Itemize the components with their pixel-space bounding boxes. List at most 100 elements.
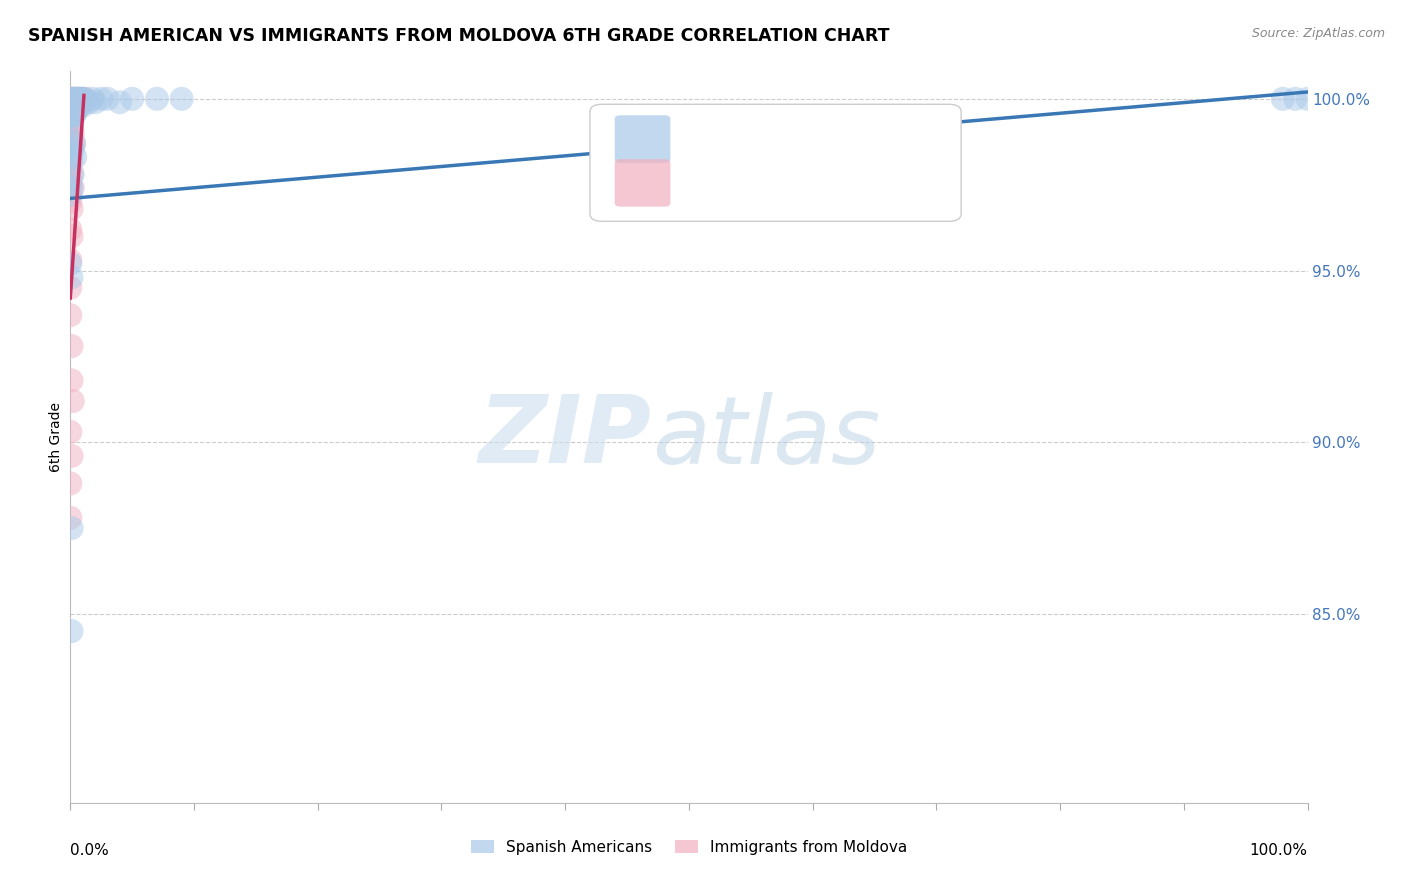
Point	[63, 92, 86, 106]
Point	[65, 92, 87, 106]
Point	[67, 98, 90, 112]
Point	[62, 144, 84, 158]
FancyBboxPatch shape	[591, 104, 962, 221]
Point	[65, 98, 87, 112]
Point	[62, 394, 84, 409]
Text: 100.0%: 100.0%	[1250, 843, 1308, 858]
Point	[146, 92, 169, 106]
Point	[60, 270, 83, 285]
Text: 0.0%: 0.0%	[70, 843, 110, 858]
Point	[59, 129, 82, 144]
Point	[59, 98, 82, 112]
Point	[60, 92, 83, 106]
FancyBboxPatch shape	[614, 159, 671, 207]
Point	[59, 178, 82, 192]
Point	[65, 98, 87, 112]
Point	[60, 109, 83, 123]
Point	[1271, 92, 1294, 106]
Point	[65, 105, 87, 120]
Point	[70, 92, 93, 106]
Point	[63, 92, 86, 106]
Point	[59, 94, 82, 108]
Point	[66, 94, 89, 108]
Point	[60, 202, 83, 216]
Point	[59, 308, 82, 322]
Point	[60, 449, 83, 463]
Point	[84, 95, 107, 110]
Point	[65, 92, 87, 106]
Point	[62, 181, 84, 195]
Text: atlas: atlas	[652, 392, 880, 483]
Point	[60, 624, 83, 639]
Point	[59, 253, 82, 268]
Point	[60, 94, 83, 108]
Point	[67, 92, 90, 106]
Text: SPANISH AMERICAN VS IMMIGRANTS FROM MOLDOVA 6TH GRADE CORRELATION CHART: SPANISH AMERICAN VS IMMIGRANTS FROM MOLD…	[28, 27, 890, 45]
Point	[72, 92, 94, 106]
Point	[63, 136, 86, 151]
Point	[69, 95, 91, 110]
Point	[60, 339, 83, 353]
Point	[59, 116, 82, 130]
Point	[62, 102, 84, 116]
Point	[65, 92, 87, 106]
Point	[59, 116, 82, 130]
Point	[62, 92, 84, 106]
Point	[60, 181, 83, 195]
Point	[62, 97, 84, 112]
Point	[72, 98, 94, 112]
Point	[59, 109, 82, 123]
Point	[59, 146, 82, 161]
Point	[72, 92, 94, 106]
Point	[59, 194, 82, 209]
Point	[59, 161, 82, 175]
Point	[69, 92, 91, 106]
Legend: Spanish Americans, Immigrants from Moldova: Spanish Americans, Immigrants from Moldo…	[464, 834, 914, 861]
Point	[108, 95, 131, 110]
Point	[65, 92, 87, 106]
Point	[59, 510, 82, 524]
Point	[60, 92, 83, 106]
Point	[59, 476, 82, 491]
Point	[59, 257, 82, 271]
Point	[63, 98, 86, 112]
Point	[1284, 92, 1306, 106]
Point	[59, 92, 82, 106]
Point	[82, 92, 104, 106]
Point	[59, 281, 82, 295]
Point	[121, 92, 143, 106]
Point	[59, 174, 82, 188]
Point	[59, 425, 82, 439]
Point	[59, 188, 82, 202]
Point	[96, 92, 118, 106]
Point	[59, 92, 82, 106]
Point	[66, 92, 89, 106]
Text: R = 0.374   N = 42: R = 0.374 N = 42	[683, 174, 883, 193]
Point	[75, 92, 97, 106]
Point	[60, 153, 83, 168]
Point	[65, 150, 87, 164]
Point	[59, 133, 82, 147]
Text: Source: ZipAtlas.com: Source: ZipAtlas.com	[1251, 27, 1385, 40]
Point	[62, 167, 84, 181]
Point	[60, 140, 83, 154]
Point	[60, 120, 83, 134]
Point	[60, 102, 83, 116]
Y-axis label: 6th Grade: 6th Grade	[49, 402, 63, 472]
Point	[62, 92, 84, 106]
Point	[75, 92, 97, 106]
Point	[60, 95, 83, 110]
Point	[59, 95, 82, 110]
Point	[59, 222, 82, 236]
Point	[60, 521, 83, 535]
Point	[60, 167, 83, 181]
Point	[67, 92, 90, 106]
Point	[90, 92, 112, 106]
Point	[62, 126, 84, 140]
Point	[63, 136, 86, 151]
Text: R = 0.204   N = 59: R = 0.204 N = 59	[683, 130, 883, 149]
Point	[63, 95, 86, 110]
Point	[170, 92, 193, 106]
Point	[70, 94, 93, 108]
Point	[60, 229, 83, 244]
